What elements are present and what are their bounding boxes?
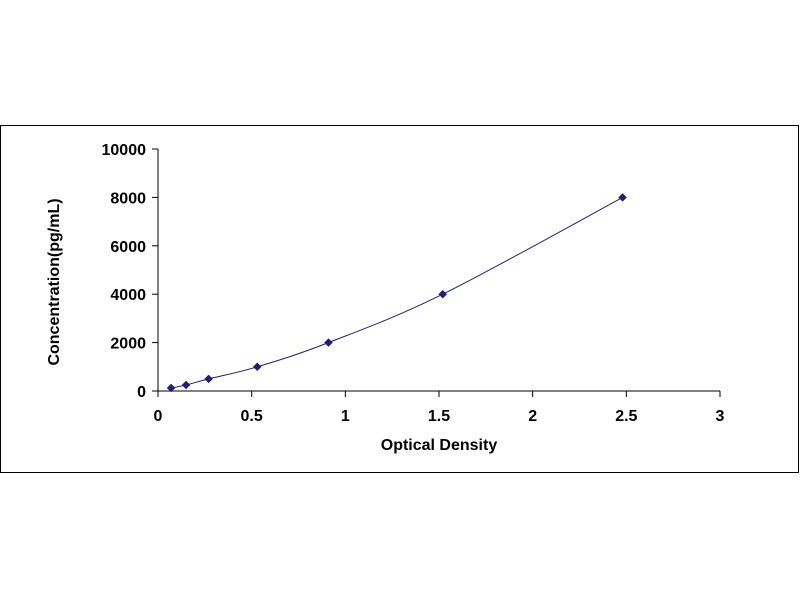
x-tick-label: 1 [341, 408, 350, 425]
data-points [166, 193, 627, 393]
y-tick-label: 0 [137, 384, 146, 401]
fit-curve-layer [171, 196, 623, 389]
data-point [324, 338, 333, 347]
x-tick-label: 0.5 [241, 408, 263, 425]
data-point [204, 374, 213, 384]
y-tick-label: 8000 [110, 190, 146, 207]
x-axis-title: Optical Density [381, 437, 498, 454]
chart-svg: 0 0.5 1 1.5 2 2.5 3 0 2000 4000 6000 8000 10000 Opti… [46, 142, 725, 454]
axis-labels: Optical Density Concentration(pg/mL) [46, 198, 497, 454]
axes: 0 0.5 1 1.5 2 2.5 3 0 2000 4000 6000 8000 10000 [102, 142, 725, 425]
data-point [618, 193, 627, 202]
chart-frame: 0 0.5 1 1.5 2 2.5 3 0 2000 4000 6000 8000 10000 Opti… [0, 125, 799, 473]
x-tick-label: 2.5 [615, 408, 637, 425]
y-tick-label: 10000 [102, 142, 147, 159]
data-point [438, 289, 448, 299]
y-axis-title: Concentration(pg/mL) [46, 198, 63, 365]
data-point [181, 380, 191, 390]
y-tick-label: 2000 [110, 336, 146, 353]
x-tick-label: 0 [154, 408, 163, 425]
x-tick-label: 3 [716, 408, 725, 425]
y-tick-label: 4000 [110, 287, 146, 304]
data-point [166, 383, 176, 393]
x-tick-label: 1.5 [428, 408, 450, 425]
y-tick-label: 6000 [110, 239, 146, 256]
fit-curve [171, 196, 623, 389]
data-point [252, 362, 262, 372]
x-tick-label: 2 [528, 408, 537, 425]
